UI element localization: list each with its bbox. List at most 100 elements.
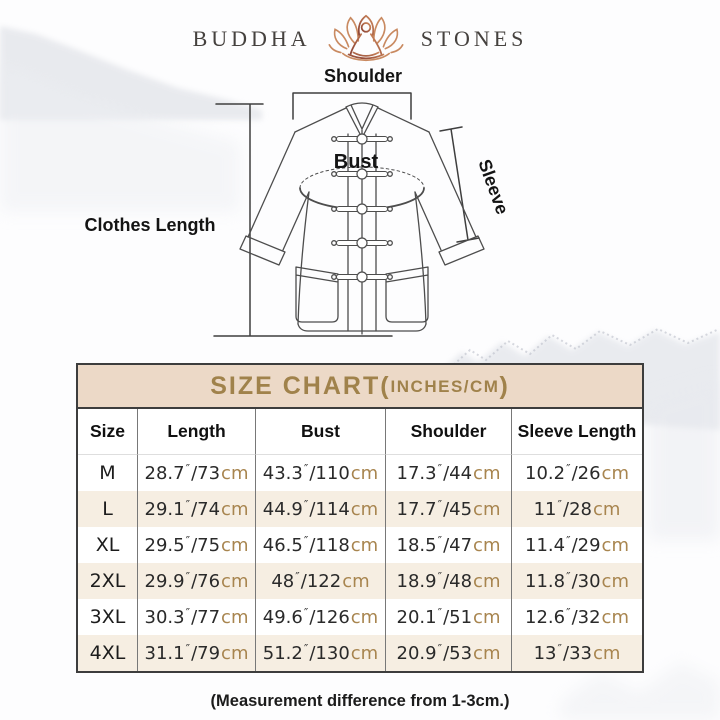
- measurement-cell: 29.9 ″/76 cm: [138, 563, 256, 599]
- measurement-text: 29: [577, 534, 601, 556]
- unit-cm: cm: [221, 498, 249, 520]
- measurement-cell: 49.6 ″/126 cm: [256, 599, 386, 635]
- bust-ellipse-solid: [299, 187, 425, 210]
- size-chart-grid: Size Length Bust Shoulder Sleeve Length M 28.7…: [78, 409, 642, 671]
- measurement-text: /: [309, 606, 316, 628]
- measurement-cell: 48 ″/122 cm: [256, 563, 386, 599]
- unit-cm: cm: [473, 642, 501, 664]
- size-label-cell: 4XL: [78, 635, 138, 671]
- measurement-cell: 13 ″/33 cm: [512, 635, 642, 671]
- measurement-text: /: [562, 642, 570, 664]
- measurement-text: /: [309, 534, 316, 556]
- measurement-text: /: [562, 498, 570, 520]
- measurement-text: 28.7: [144, 462, 185, 484]
- unit-cm: cm: [601, 570, 629, 592]
- measurement-text: 122: [306, 570, 342, 592]
- measurement-text: ″: [437, 570, 443, 584]
- measurement-text: ″: [303, 606, 309, 620]
- measurement-text: 33: [569, 642, 592, 664]
- measurement-text: 30.3: [144, 606, 185, 628]
- measurement-text: ″: [437, 606, 443, 620]
- unit-cm: cm: [350, 498, 379, 520]
- measurement-text: ″: [437, 498, 443, 512]
- measurement-text: /: [571, 534, 578, 556]
- measurement-cell: 17.3 ″/44 cm: [386, 455, 512, 491]
- measurement-text: /: [571, 606, 578, 628]
- measurement-text: 43.3: [262, 462, 303, 484]
- measurement-text: 74: [197, 498, 221, 520]
- unit-cm: cm: [473, 498, 501, 520]
- unit-cm: cm: [350, 642, 379, 664]
- measurement-text: /: [191, 534, 198, 556]
- measurement-text: 45: [449, 498, 473, 520]
- measurement-text: 47: [449, 534, 473, 556]
- brand-header: BUDDHA STONES: [0, 10, 720, 68]
- measurement-text: ″: [185, 534, 191, 548]
- measurement-text: 118: [315, 534, 350, 556]
- measurement-text: /: [309, 498, 316, 520]
- size-chart-title-main: SIZE CHART(: [210, 371, 391, 400]
- measurement-text: 18.9: [396, 570, 437, 592]
- measurement-cell: 29.5 ″/75 cm: [138, 527, 256, 563]
- measurement-text: 20.9: [396, 642, 437, 664]
- unit-cm: cm: [221, 606, 249, 628]
- measurement-cell: 44.9 ″/114 cm: [256, 491, 386, 527]
- measurement-text: /: [191, 570, 198, 592]
- brand-name-left: BUDDHA: [192, 26, 311, 51]
- measurement-text: ″: [303, 462, 309, 476]
- measurement-text: ″: [566, 570, 571, 584]
- measurement-text: /: [309, 462, 316, 484]
- measurement-cell: 11.4 ″/29 cm: [512, 527, 642, 563]
- column-header: Length: [138, 409, 256, 455]
- measurement-text: ″: [437, 534, 443, 548]
- unit-cm: cm: [473, 462, 501, 484]
- measurement-cell: 31.1 ″/79 cm: [138, 635, 256, 671]
- measurement-text: 79: [197, 642, 221, 664]
- unit-cm: cm: [592, 498, 621, 520]
- jacket-outline: [239, 102, 485, 335]
- measurement-text: /: [300, 570, 307, 592]
- unit-cm: cm: [350, 462, 379, 484]
- measurement-text: 73: [197, 462, 221, 484]
- measurement-text: ″: [303, 498, 309, 512]
- measurement-cell: 46.5 ″/118 cm: [256, 527, 386, 563]
- measurement-text: ″: [437, 462, 443, 476]
- unit-cm: cm: [221, 642, 249, 664]
- measurement-text: /: [443, 462, 450, 484]
- measurement-cell: 17.7 ″/45 cm: [386, 491, 512, 527]
- unit-cm: cm: [221, 462, 249, 484]
- measurement-cell: 11 ″/28 cm: [512, 491, 642, 527]
- unit-cm: cm: [473, 606, 501, 628]
- measurement-text: 51.2: [262, 642, 303, 664]
- measurement-text: 10.2: [525, 462, 566, 484]
- size-label-cell: XL: [78, 527, 138, 563]
- measurement-text: /: [443, 498, 450, 520]
- measurement-text: ″: [185, 606, 191, 620]
- measurement-text: 44.9: [262, 498, 303, 520]
- measurement-text: 28: [569, 498, 592, 520]
- diagram-label-shoulder: Shoulder: [323, 66, 403, 86]
- measurement-text: 11: [533, 498, 557, 520]
- measurement-text: 76: [197, 570, 221, 592]
- measurement-text: 11.4: [525, 534, 566, 556]
- measurement-text: /: [443, 606, 450, 628]
- measurement-cell: 18.9 ″/48 cm: [386, 563, 512, 599]
- measurement-cell: 11.8 ″/30 cm: [512, 563, 642, 599]
- measurement-text: 29.1: [144, 498, 185, 520]
- measurement-text: /: [191, 498, 198, 520]
- unit-cm: cm: [473, 534, 501, 556]
- measurement-text: 48: [271, 570, 295, 592]
- measurement-text: ″: [566, 534, 571, 548]
- unit-cm: cm: [601, 462, 629, 484]
- measurement-text: ″: [566, 462, 571, 476]
- lotus-logo-icon: [328, 14, 404, 62]
- measurement-text: ″: [185, 570, 191, 584]
- measurement-cell: 12.6 ″/32 cm: [512, 599, 642, 635]
- measurement-text: /: [571, 570, 578, 592]
- measurement-text: 49.6: [262, 606, 303, 628]
- measurement-text: /: [191, 642, 198, 664]
- measurement-text: 126: [315, 606, 350, 628]
- measurement-cell: 43.3 ″/110 cm: [256, 455, 386, 491]
- measurement-text: 48: [449, 570, 473, 592]
- size-chart-table: SIZE CHART(INCHES/CM) Size Length Bust Shou…: [76, 363, 644, 673]
